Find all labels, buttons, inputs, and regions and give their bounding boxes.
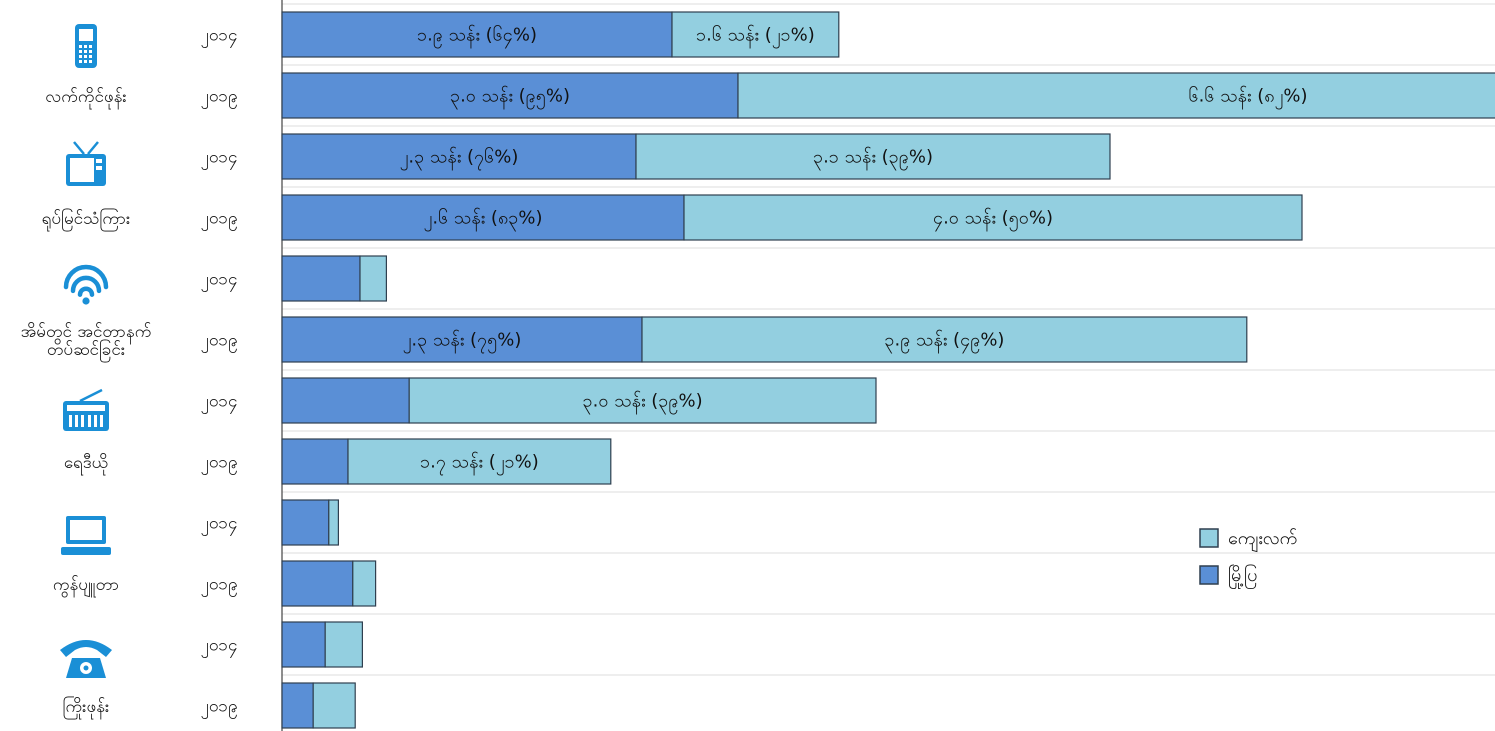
computer-icon: [61, 516, 111, 555]
category-label: ကြိုးဖုန်း: [63, 695, 110, 720]
rural-bar: [359, 255, 387, 302]
urban-bar: [281, 438, 349, 485]
urban-bar: [281, 72, 739, 119]
urban-value-label: ၂.၃ သန်း (၇၅%): [403, 330, 522, 354]
legend-swatch-urban: [1199, 565, 1219, 585]
urban-value-label: ၂.၆ သန်း (၈၃%): [424, 208, 543, 232]
year-label: ၂၀၁၉: [200, 209, 237, 232]
legend-label-rural: ကျေးလက်: [1228, 528, 1297, 552]
year-label: ၂၀၁၄: [200, 148, 237, 171]
category-label: ကွန်ပျူတာ: [53, 575, 119, 598]
rural-value-label: ၃.၁ သန်း (၃၉%): [813, 147, 933, 171]
year-label: ၂၀၁၄: [200, 26, 237, 49]
bar-area: [281, 11, 1495, 729]
urban-value-label: ၂.၃ သန်း (၇၆%): [400, 147, 519, 171]
wifi-icon: [63, 264, 109, 305]
urban-value-label: ၁.၉ သန်း (၆၄%): [417, 25, 537, 49]
urban-bar: [281, 621, 326, 668]
year-label: ၂၀၁၉: [200, 87, 237, 110]
category-label: ရုပ်မြင်သံကြား: [42, 207, 131, 232]
year-label: ၂၀၁၄: [200, 392, 237, 415]
radio-icon: [63, 388, 109, 431]
row-separators: [281, 0, 1495, 731]
year-label: ၂၀၁၉: [200, 453, 237, 476]
rural-bar: [347, 438, 612, 485]
rural-value-label: ၄.၀ သန်း (၅၀%): [933, 208, 1053, 232]
rural-bar: [324, 621, 364, 668]
category-label: အိမ်တွင် အင်တာနက်: [21, 322, 152, 345]
urban-bar: [281, 11, 673, 58]
rural-bar: [683, 194, 1303, 241]
rural-value-label: ၁.၆ သန်း (၂၁%): [696, 25, 815, 49]
rural-value-label: ၃.၉ သန်း (၄၉%): [884, 330, 1004, 354]
rural-bar: [635, 133, 1111, 180]
year-label: ၂၀၁၉: [200, 697, 237, 720]
mobile-phone-icon: [75, 24, 97, 68]
urban-bar: [281, 377, 410, 424]
year-label: ၂၀၁၄: [200, 514, 237, 537]
legend-swatch-rural: [1199, 528, 1219, 548]
rural-bar: [312, 682, 356, 729]
label-area: လက်ကိုင်ဖုန်း၂၀၁၄ ၁.၉ သန်း (၆၄%) ၁.၆ သန်း …: [21, 25, 1308, 721]
year-label: ၂၀၁၉: [200, 331, 237, 354]
category-label: လက်ကိုင်ဖုန်း: [45, 87, 126, 110]
urban-bar: [281, 255, 361, 302]
category-label: ရေဒီယို: [64, 453, 108, 476]
urban-bar: [281, 682, 314, 729]
rural-bar: [671, 11, 840, 58]
rural-value-label: ၃.၀ သန်း (၃၉%): [583, 391, 703, 415]
rural-bar: [737, 72, 1495, 119]
legend: ကျေးလက် မြို့ပြ: [1199, 528, 1297, 589]
rural-bar: [352, 560, 377, 607]
urban-value-label: ၃.၀ သန်း (၉၅%): [450, 86, 570, 110]
urban-bar: [281, 499, 330, 546]
year-label: ၂၀၁၉: [200, 575, 237, 598]
category-label: တပ်ဆင်ခြင်း: [47, 338, 125, 363]
legend-label-urban: မြို့ပြ: [1228, 564, 1257, 589]
year-label: ၂၀၁၄: [200, 636, 237, 659]
year-label: ၂၀၁၄: [200, 270, 237, 293]
urban-bar: [281, 194, 685, 241]
urban-bar: [281, 560, 354, 607]
telephone-icon: [60, 640, 112, 678]
television-icon: [66, 141, 106, 186]
rural-value-label: ၆.၆ သန်း (၈၂%): [1189, 86, 1308, 110]
rural-bar: [328, 499, 339, 546]
urban-bar: [281, 316, 643, 363]
rural-bar: [641, 316, 1248, 363]
icon-area: [60, 24, 112, 678]
rural-bar: [408, 377, 877, 424]
rural-value-label: ၁.၇ သန်း (၂၁%): [420, 452, 539, 476]
